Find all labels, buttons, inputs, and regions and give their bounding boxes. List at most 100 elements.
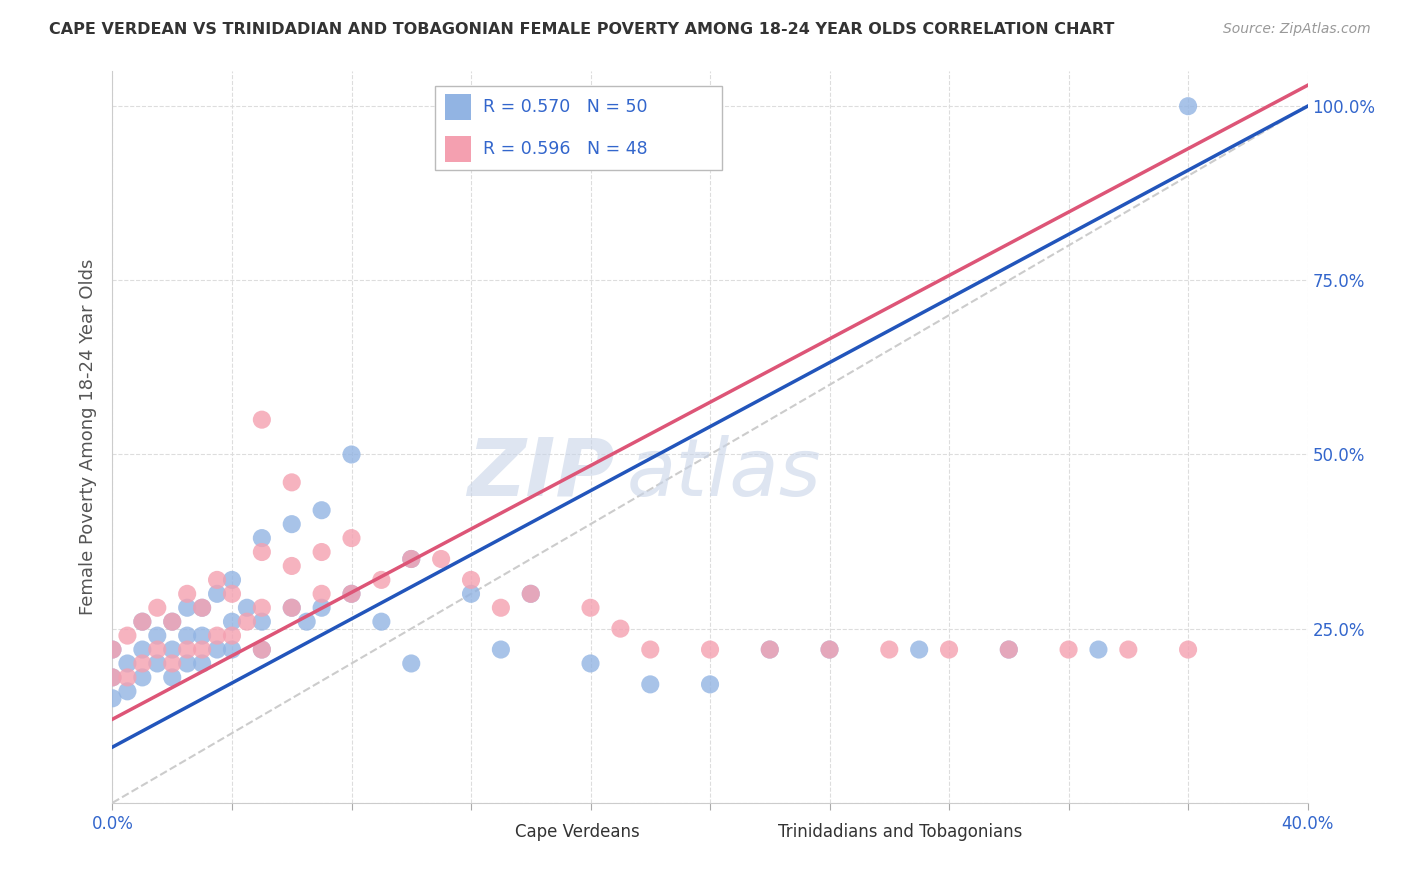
Point — [401, 552, 423, 566]
Point — [146, 600, 169, 615]
Point — [579, 657, 602, 671]
Point — [489, 642, 512, 657]
Point — [250, 642, 273, 657]
Point — [818, 642, 841, 657]
Text: R = 0.596   N = 48: R = 0.596 N = 48 — [484, 140, 648, 158]
Point — [221, 629, 243, 643]
Point — [131, 670, 153, 684]
Point — [221, 615, 243, 629]
Point — [117, 629, 139, 643]
Point — [430, 552, 453, 566]
Point — [221, 587, 243, 601]
Point — [520, 587, 543, 601]
Point — [191, 600, 214, 615]
FancyBboxPatch shape — [471, 817, 501, 847]
Point — [281, 600, 304, 615]
Point — [117, 670, 139, 684]
Point — [281, 517, 304, 532]
Text: ZIP: ZIP — [467, 434, 614, 513]
Point — [205, 629, 228, 643]
Point — [101, 670, 124, 684]
Point — [250, 615, 273, 629]
Point — [1177, 99, 1199, 113]
Point — [640, 677, 662, 691]
Point — [117, 657, 139, 671]
Point — [146, 657, 169, 671]
FancyBboxPatch shape — [436, 86, 723, 170]
Point — [191, 629, 214, 643]
Point — [176, 629, 198, 643]
Point — [162, 642, 183, 657]
Point — [176, 642, 198, 657]
Point — [101, 642, 124, 657]
Point — [162, 670, 183, 684]
Point — [131, 657, 153, 671]
Point — [191, 657, 214, 671]
Point — [250, 600, 273, 615]
Point — [998, 642, 1021, 657]
FancyBboxPatch shape — [444, 94, 471, 120]
Point — [131, 615, 153, 629]
Point — [311, 503, 333, 517]
Point — [759, 642, 782, 657]
Point — [938, 642, 960, 657]
FancyBboxPatch shape — [444, 136, 471, 162]
Point — [311, 545, 333, 559]
Point — [699, 642, 721, 657]
Point — [250, 642, 273, 657]
Point — [101, 642, 124, 657]
Point — [236, 615, 259, 629]
Point — [281, 600, 304, 615]
Point — [759, 642, 782, 657]
Y-axis label: Female Poverty Among 18-24 Year Olds: Female Poverty Among 18-24 Year Olds — [79, 259, 97, 615]
Point — [879, 642, 901, 657]
Point — [489, 600, 512, 615]
Point — [221, 573, 243, 587]
Point — [101, 670, 124, 684]
Point — [131, 642, 153, 657]
Point — [1177, 642, 1199, 657]
Text: R = 0.570   N = 50: R = 0.570 N = 50 — [484, 98, 647, 116]
Point — [117, 684, 139, 698]
Point — [221, 642, 243, 657]
Point — [640, 642, 662, 657]
Point — [162, 615, 183, 629]
Point — [176, 657, 198, 671]
Point — [311, 600, 333, 615]
Point — [205, 587, 228, 601]
Point — [176, 587, 198, 601]
Text: Cape Verdeans: Cape Verdeans — [515, 823, 640, 841]
Point — [162, 657, 183, 671]
Point — [191, 642, 214, 657]
Point — [340, 587, 363, 601]
Point — [370, 573, 392, 587]
Point — [699, 677, 721, 691]
Point — [101, 691, 124, 706]
Point — [340, 587, 363, 601]
Point — [401, 657, 423, 671]
Point — [370, 615, 392, 629]
Point — [236, 600, 259, 615]
Point — [460, 587, 482, 601]
Text: Trinidadians and Tobagonians: Trinidadians and Tobagonians — [778, 823, 1022, 841]
Point — [460, 573, 482, 587]
Point — [998, 642, 1021, 657]
Point — [311, 587, 333, 601]
Point — [340, 448, 363, 462]
Point — [281, 475, 304, 490]
Point — [295, 615, 318, 629]
Point — [250, 545, 273, 559]
FancyBboxPatch shape — [734, 817, 763, 847]
Point — [205, 642, 228, 657]
Point — [401, 552, 423, 566]
Point — [1087, 642, 1109, 657]
Point — [1118, 642, 1140, 657]
Point — [176, 600, 198, 615]
Point — [191, 600, 214, 615]
Point — [609, 622, 631, 636]
Point — [1057, 642, 1080, 657]
Point — [579, 600, 602, 615]
Point — [281, 558, 304, 573]
Text: Source: ZipAtlas.com: Source: ZipAtlas.com — [1223, 22, 1371, 37]
Point — [520, 587, 543, 601]
